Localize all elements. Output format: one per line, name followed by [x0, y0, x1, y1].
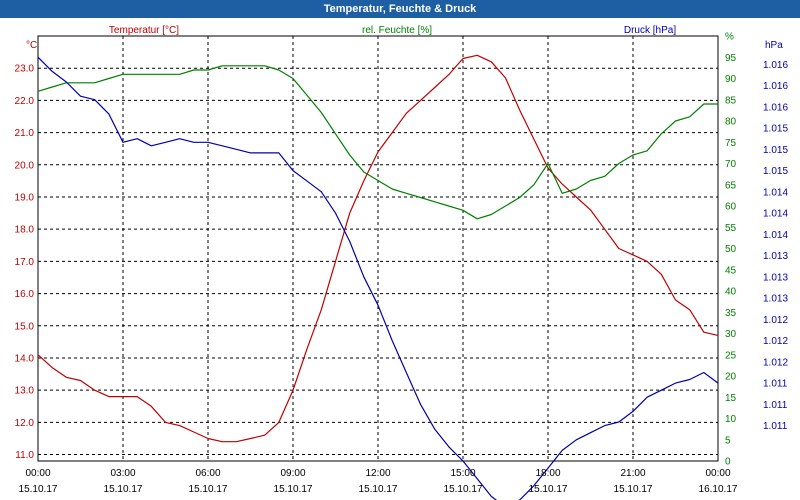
pressure-tick-label: 1.013 — [763, 251, 788, 262]
pressure-tick-label: 1.012 — [763, 357, 788, 368]
pressure-legend: Druck [hPa] — [624, 25, 676, 36]
humidity-tick-label: 90 — [725, 74, 737, 85]
humidity-tick-label: 35 — [725, 308, 737, 319]
pressure-tick-label: 1.014 — [763, 187, 788, 198]
humidity-line — [37, 65, 718, 220]
humidity-legend: rel. Feuchte [%] — [362, 25, 432, 36]
pressure-tick-label: 1.012 — [763, 315, 788, 326]
humidity-tick-label: 60 — [725, 202, 737, 213]
pressure-tick-label: 1.016 — [763, 60, 788, 71]
humidity-tick-label: 95 — [725, 53, 737, 64]
temperature-tick-label: 21.0 — [15, 128, 35, 139]
x-tick-date-label: 15.10.17 — [444, 484, 483, 495]
temperature-unit-label: °C — [26, 40, 37, 51]
temperature-tick-label: 12.0 — [15, 418, 35, 429]
x-tick-date-label: 16.10.17 — [699, 484, 738, 495]
humidity-tick-label: 10 — [725, 414, 737, 425]
temperature-line — [37, 54, 719, 443]
humidity-tick-label: 40 — [725, 287, 737, 298]
axis-labels: 00:00 15.10.17 03:00 15.10.17 06:00 15.10.17 0… — [15, 32, 789, 496]
x-tick-time-label: 03:00 — [110, 468, 135, 479]
humidity-tick-label: 45 — [725, 265, 737, 276]
x-tick-time-label: 00:00 — [705, 468, 730, 479]
x-tick-date-label: 15.10.17 — [189, 484, 228, 495]
humidity-tick-label: % — [725, 32, 734, 43]
pressure-tick-label: 1.015 — [763, 124, 788, 135]
x-tick-date-label: 15.10.17 — [274, 484, 313, 495]
humidity-tick-label: 85 — [725, 95, 737, 106]
pressure-tick-label: 1.012 — [763, 336, 788, 347]
x-tick-time-label: 06:00 — [195, 468, 220, 479]
pressure-tick-label: 1.015 — [763, 166, 788, 177]
pressure-unit-label: hPa — [765, 40, 783, 51]
pressure-tick-label: 1.014 — [763, 230, 788, 241]
temperature-legend: Temperatur [°C] — [109, 25, 179, 36]
pressure-tick-label: 1.011 — [763, 421, 788, 432]
temperature-tick-label: 15.0 — [15, 321, 35, 332]
humidity-tick-label: 80 — [725, 117, 737, 128]
x-tick-time-label: 18:00 — [535, 468, 560, 479]
temperature-tick-label: 22.0 — [15, 96, 35, 107]
x-tick-time-label: 12:00 — [365, 468, 390, 479]
humidity-tick-label: 70 — [725, 159, 737, 170]
humidity-tick-label: 25 — [725, 350, 737, 361]
x-tick-time-label: 09:00 — [280, 468, 305, 479]
series-lines — [37, 54, 719, 500]
temperature-tick-label: 11.0 — [15, 450, 34, 461]
temperature-tick-label: 19.0 — [15, 192, 35, 203]
x-tick-time-label: 21:00 — [620, 468, 645, 479]
pressure-tick-label: 1.011 — [763, 379, 788, 390]
temperature-tick-label: 16.0 — [15, 289, 35, 300]
pressure-tick-label: 1.013 — [763, 294, 788, 305]
temperature-tick-label: 23.0 — [15, 64, 35, 75]
pressure-tick-label: 1.011 — [763, 400, 788, 411]
pressure-tick-label: 1.016 — [763, 81, 788, 92]
temperature-tick-label: 20.0 — [15, 160, 35, 171]
pressure-tick-label: 1.016 — [763, 102, 788, 113]
x-tick-time-label: 00:00 — [25, 468, 50, 479]
x-tick-date-label: 15.10.17 — [104, 484, 143, 495]
temperature-tick-label: 13.0 — [15, 386, 35, 397]
humidity-tick-label: 50 — [725, 244, 737, 255]
humidity-tick-label: 5 — [725, 435, 731, 446]
x-tick-date-label: 15.10.17 — [614, 484, 653, 495]
humidity-tick-label: 30 — [725, 329, 737, 340]
temperature-tick-label: 17.0 — [15, 257, 35, 268]
pressure-line — [37, 56, 719, 500]
x-tick-date-label: 15.10.17 — [529, 484, 568, 495]
pressure-tick-label: 1.013 — [763, 272, 788, 283]
humidity-tick-label: 55 — [725, 223, 737, 234]
humidity-tick-label: 65 — [725, 180, 737, 191]
x-tick-date-label: 15.10.17 — [19, 484, 58, 495]
temperature-tick-label: 18.0 — [15, 225, 35, 236]
humidity-tick-label: 0 — [725, 457, 731, 468]
humidity-tick-label: 20 — [725, 372, 737, 383]
pressure-tick-label: 1.015 — [763, 145, 788, 156]
x-tick-time-label: 15:00 — [450, 468, 475, 479]
x-tick-date-label: 15.10.17 — [359, 484, 398, 495]
chart-title: Temperatur, Feuchte & Druck — [0, 0, 800, 18]
pressure-tick-label: 1.014 — [763, 209, 788, 220]
temperature-tick-label: 14.0 — [15, 353, 35, 364]
humidity-tick-label: 15 — [725, 393, 737, 404]
humidity-tick-label: 75 — [725, 138, 737, 149]
